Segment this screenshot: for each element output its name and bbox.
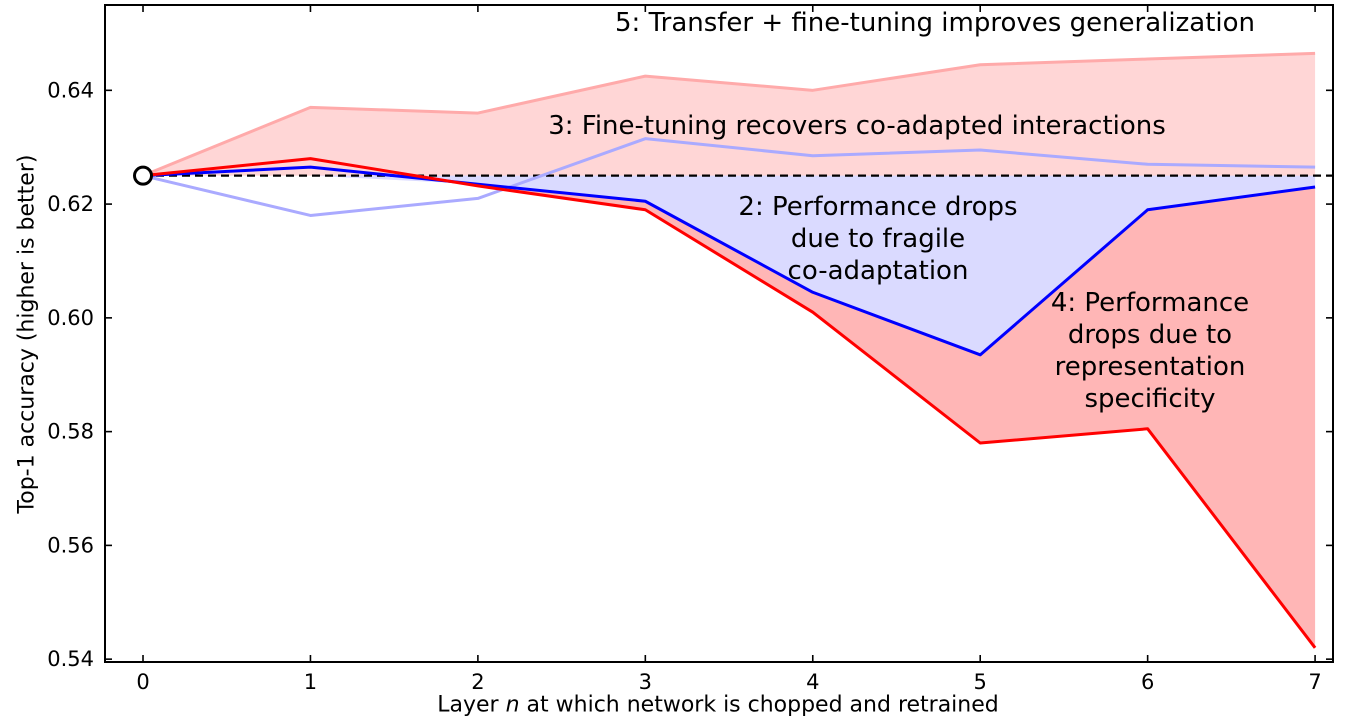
svg-text:5: 5 bbox=[974, 670, 987, 694]
x-axis-label-variable: n bbox=[505, 692, 520, 718]
svg-text:0.54: 0.54 bbox=[47, 647, 94, 671]
x-axis-label-suffix: at which network is chopped and retraine… bbox=[519, 692, 999, 718]
annotation-region-4: 4: Performance drops due to representati… bbox=[1050, 288, 1250, 414]
svg-text:0: 0 bbox=[136, 670, 149, 694]
annotation-region-2: 2: Performance drops due to fragile co-a… bbox=[738, 192, 1018, 286]
annotation-region-5: 5: Transfer + fine-tuning improves gener… bbox=[615, 8, 1255, 38]
svg-text:6: 6 bbox=[1141, 670, 1154, 694]
svg-text:2: 2 bbox=[471, 670, 484, 694]
svg-text:0.64: 0.64 bbox=[47, 78, 94, 102]
svg-text:0.58: 0.58 bbox=[47, 420, 94, 444]
svg-text:1: 1 bbox=[304, 670, 317, 694]
y-axis-label: Top-1 accuracy (higher is better) bbox=[14, 154, 40, 514]
x-axis-label: Layer n at which network is chopped and … bbox=[437, 693, 998, 718]
svg-text:0.62: 0.62 bbox=[47, 192, 94, 216]
svg-text:4: 4 bbox=[806, 670, 819, 694]
svg-text:0.60: 0.60 bbox=[47, 306, 94, 330]
x-axis-label-prefix: Layer bbox=[437, 692, 506, 718]
annotation-region-3: 3: Fine-tuning recovers co-adapted inter… bbox=[548, 111, 1166, 141]
svg-text:3: 3 bbox=[639, 670, 652, 694]
svg-text:0.56: 0.56 bbox=[47, 533, 94, 557]
svg-text:7: 7 bbox=[1308, 670, 1321, 694]
